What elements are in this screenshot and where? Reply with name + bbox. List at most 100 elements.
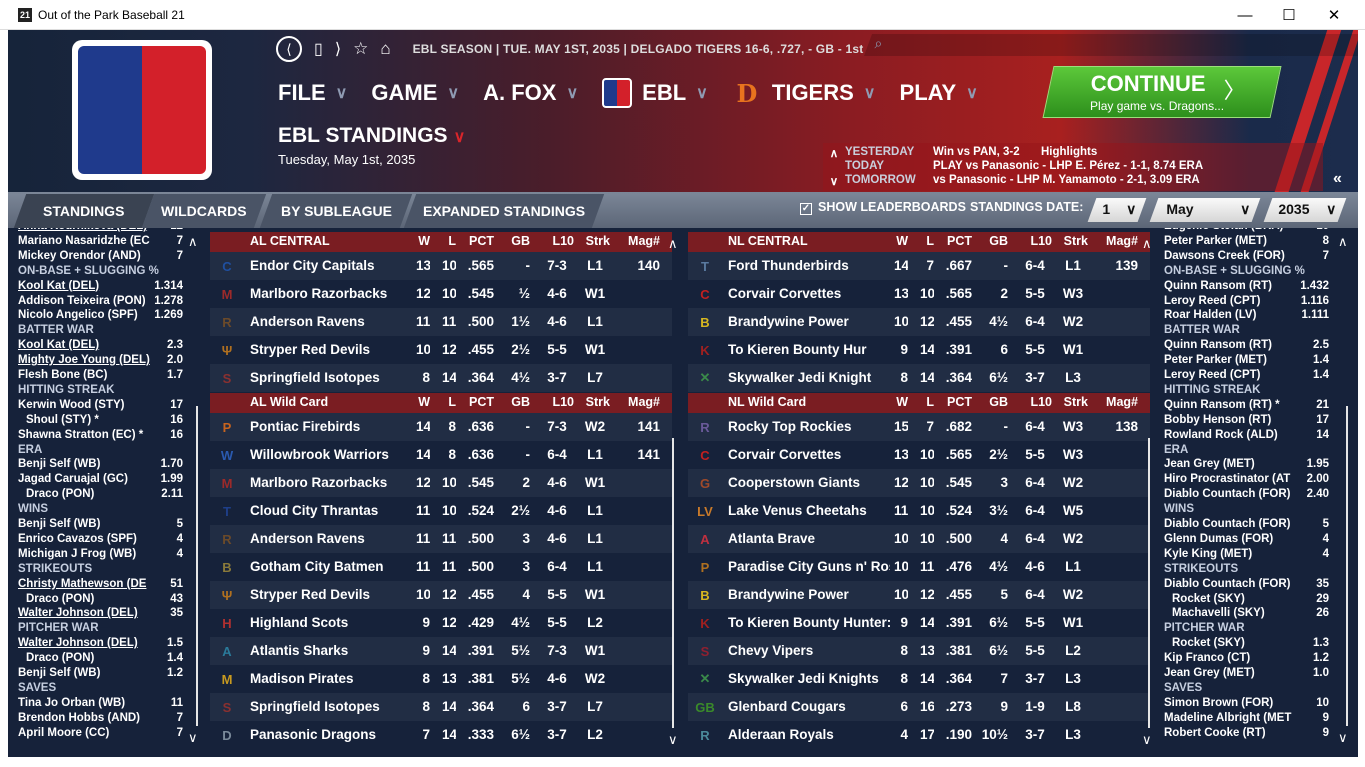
team-name[interactable]: Corvair Corvettes bbox=[728, 286, 842, 301]
table-row[interactable]: T Ford Thunderbirds 14 7 .667 - 6-4 L1 139 bbox=[688, 252, 1150, 280]
leader-name[interactable]: Tina Jo Orban (WB) bbox=[18, 696, 126, 709]
leader-row[interactable]: Christy Mathewson (DE 51 bbox=[18, 578, 183, 593]
leader-name[interactable]: Rocket (SKY) bbox=[1172, 637, 1245, 650]
leader-row[interactable]: Benji Self (WB) 5 bbox=[18, 518, 183, 533]
table-row[interactable]: B Brandywine Power 10 12 .455 4½ 6-4 W2 bbox=[688, 308, 1150, 336]
table-row[interactable]: LV Lake Venus Cheetahs 11 10 .524 3½ 6-4 W5 bbox=[688, 497, 1150, 525]
scroll-down-icon[interactable]: ∨ bbox=[668, 732, 678, 747]
leader-row[interactable]: Roar Halden (LV) 1.111 bbox=[1164, 309, 1329, 324]
leader-name[interactable]: Brendon Hobbs (AND) bbox=[18, 711, 141, 724]
column-header-gb[interactable]: GB bbox=[989, 234, 1008, 248]
tab-wildcards[interactable]: WILDCARDS bbox=[141, 194, 267, 228]
leader-row[interactable]: Benji Self (WB) 1.70 bbox=[18, 458, 183, 473]
leader-name[interactable]: Glenn Dumas (FOR) bbox=[1164, 532, 1274, 545]
table-row[interactable]: A Atlantis Sharks 9 14 .391 5½ 7-3 W1 bbox=[210, 637, 672, 665]
table-row[interactable]: GB Glenbard Cougars 6 16 .273 9 1-9 L8 bbox=[688, 693, 1150, 721]
team-name[interactable]: Stryper Red Devils bbox=[250, 342, 371, 357]
leader-name[interactable]: Benji Self (WB) bbox=[18, 458, 101, 471]
leader-row[interactable]: Flesh Bone (BC) 1.7 bbox=[18, 369, 183, 384]
column-header-strk[interactable]: Strk bbox=[585, 234, 610, 248]
scroll-up-icon[interactable]: ∧ bbox=[1338, 234, 1348, 249]
back-icon[interactable]: ⟨ bbox=[276, 36, 302, 62]
team-name[interactable]: Chevy Vipers bbox=[728, 643, 814, 658]
team-name[interactable]: Marlboro Razorbacks bbox=[250, 475, 388, 490]
leader-row[interactable]: Quinn Ransom (RT) 1.432 bbox=[1164, 280, 1329, 295]
team-name[interactable]: Corvair Corvettes bbox=[728, 447, 842, 462]
column-header-strk[interactable]: Strk bbox=[1063, 234, 1088, 248]
scroll-up-icon[interactable]: ∧ bbox=[1142, 236, 1152, 251]
leader-name[interactable]: Addison Teixeira (PON) bbox=[18, 294, 146, 307]
leader-name[interactable]: Kool Kat (DEL) bbox=[18, 339, 100, 352]
column-header-w[interactable]: W bbox=[418, 234, 430, 248]
column-header-mag[interactable]: Mag# bbox=[1106, 234, 1138, 248]
leader-name[interactable]: Walter Johnson (DEL) bbox=[18, 607, 138, 620]
team-name[interactable]: Atlantis Sharks bbox=[250, 643, 349, 658]
team-name[interactable]: Madison Pirates bbox=[250, 671, 354, 686]
column-header-w[interactable]: W bbox=[896, 234, 908, 248]
chevron-down-icon[interactable]: ∨ bbox=[863, 85, 876, 102]
team-name[interactable]: Cooperstown Giants bbox=[728, 475, 861, 490]
column-header-l10[interactable]: L10 bbox=[552, 234, 574, 248]
team-name[interactable]: Willowbrook Warriors bbox=[250, 447, 389, 462]
leader-name[interactable]: Shoul (STY) * bbox=[26, 413, 99, 426]
leader-name[interactable]: Leroy Reed (CPT) bbox=[1164, 294, 1261, 307]
column-header-l10[interactable]: L10 bbox=[1030, 234, 1052, 248]
day-select[interactable]: 1 ∨ bbox=[1087, 198, 1147, 222]
table-row[interactable]: Ψ Stryper Red Devils 10 12 .455 2½ 5-5 W1 bbox=[210, 336, 672, 364]
leader-row[interactable]: Diablo Countach (FOR) 2.40 bbox=[1164, 488, 1329, 503]
team-name[interactable]: To Kieren Bounty Hur bbox=[728, 342, 867, 357]
leader-row[interactable]: Kool Kat (DEL) 2.3 bbox=[18, 339, 183, 354]
leader-row[interactable]: Madeline Albright (MET 9 bbox=[1164, 712, 1329, 727]
table-row[interactable]: R Alderaan Royals 4 17 .190 10½ 3-7 L3 bbox=[688, 721, 1150, 749]
leader-name[interactable]: Draco (PON) bbox=[26, 592, 95, 605]
table-row[interactable]: G Cooperstown Giants 12 10 .545 3 6-4 W2 bbox=[688, 469, 1150, 497]
leader-name[interactable]: Jagad Caruajal (GC) bbox=[18, 473, 128, 486]
nl-scrollbar[interactable] bbox=[1148, 438, 1150, 728]
scroll-down-icon[interactable]: ∨ bbox=[188, 730, 198, 745]
team-name[interactable]: Cloud City Thrantas bbox=[250, 503, 379, 518]
leader-row[interactable]: Machavelli (SKY) 26 bbox=[1164, 607, 1329, 622]
table-row[interactable]: W Willowbrook Warriors 14 8 .636 - 6-4 L1 141 bbox=[210, 441, 672, 469]
table-row[interactable]: ✕ Skywalker Jedi Knight 8 14 .364 6½ 3-7 L3 bbox=[688, 364, 1150, 392]
leader-name[interactable]: Enrico Cavazos (SPF) bbox=[18, 532, 137, 545]
leader-name[interactable]: Jean Grey (MET) bbox=[1164, 458, 1255, 471]
team-name[interactable]: Brandywine Power bbox=[728, 314, 849, 329]
table-row[interactable]: A Atlanta Brave 10 10 .500 4 6-4 W2 bbox=[688, 525, 1150, 553]
table-row[interactable]: T Cloud City Thrantas 11 10 .524 2½ 4-6 L1 bbox=[210, 497, 672, 525]
team-name[interactable]: Pontiac Firebirds bbox=[250, 419, 361, 434]
column-header-l10[interactable]: L10 bbox=[552, 395, 574, 409]
maximize-button[interactable]: ☐ bbox=[1282, 7, 1296, 24]
team-name[interactable]: Brandywine Power bbox=[728, 587, 849, 602]
nav-manager[interactable]: A. FOX bbox=[483, 80, 557, 105]
leader-row[interactable]: April Moore (CC) 7 bbox=[18, 727, 183, 742]
nav-game[interactable]: GAME bbox=[371, 80, 438, 105]
leader-row[interactable]: Rocket (SKY) 1.3 bbox=[1164, 637, 1329, 652]
leader-name[interactable]: Quinn Ransom (RT) bbox=[1164, 279, 1272, 292]
nav-league[interactable]: EBL bbox=[642, 80, 687, 105]
leader-row[interactable]: Walter Johnson (DEL) 1.5 bbox=[18, 637, 183, 652]
leader-row[interactable]: Jean Grey (MET) 1.95 bbox=[1164, 458, 1329, 473]
league-logo[interactable] bbox=[72, 40, 212, 180]
leader-row[interactable]: Draco (PON) 1.4 bbox=[18, 652, 183, 667]
leader-row[interactable]: Addison Teixeira (PON) 1.278 bbox=[18, 295, 183, 310]
leader-row[interactable]: Peter Parker (MET) 8 bbox=[1164, 235, 1329, 250]
leader-name[interactable]: Eugenio Stefan (BRA) bbox=[1164, 228, 1283, 235]
leader-name[interactable]: Hiro Procrastinator (AT bbox=[1164, 473, 1291, 486]
leader-row[interactable]: Mickey Orendor (AND) 7 bbox=[18, 250, 183, 265]
column-header-pct[interactable]: PCT bbox=[469, 395, 494, 409]
table-row[interactable]: B Brandywine Power 10 12 .455 5 6-4 W2 bbox=[688, 581, 1150, 609]
leader-row[interactable]: Leroy Reed (CPT) 1.4 bbox=[1164, 369, 1329, 384]
scroll-down-icon[interactable]: ∨ bbox=[1338, 730, 1348, 745]
table-row[interactable]: B Gotham City Batmen 11 11 .500 3 6-4 L1 bbox=[210, 553, 672, 581]
leader-name[interactable]: Draco (PON) bbox=[26, 652, 95, 665]
forward-icon[interactable]: ⟩ bbox=[334, 41, 342, 58]
column-header-l[interactable]: L bbox=[448, 395, 456, 409]
team-name[interactable]: Paradise City Guns n' Ros bbox=[728, 559, 890, 574]
leader-name[interactable]: Quinn Ransom (RT) bbox=[1164, 339, 1272, 352]
leader-row[interactable]: Draco (PON) 43 bbox=[18, 593, 183, 608]
table-row[interactable]: P Pontiac Firebirds 14 8 .636 - 7-3 W2 141 bbox=[210, 413, 672, 441]
column-header-l[interactable]: L bbox=[926, 234, 934, 248]
leader-row[interactable]: Dawsons Creek (FOR) 7 bbox=[1164, 250, 1329, 265]
continue-button[interactable]: CONTINUE Play game vs. Dragons... 〉 bbox=[1042, 66, 1282, 118]
team-name[interactable]: Ford Thunderbirds bbox=[728, 258, 849, 273]
